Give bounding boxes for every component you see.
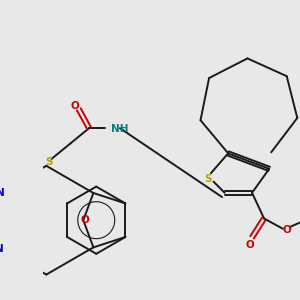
Text: S: S [204, 174, 211, 184]
Text: NH: NH [111, 124, 129, 134]
Text: O: O [81, 215, 89, 225]
Text: O: O [246, 240, 255, 250]
Text: N: N [0, 244, 4, 254]
Text: S: S [45, 157, 52, 166]
Text: O: O [70, 101, 79, 111]
Text: O: O [283, 226, 292, 236]
Text: N: N [0, 188, 4, 198]
